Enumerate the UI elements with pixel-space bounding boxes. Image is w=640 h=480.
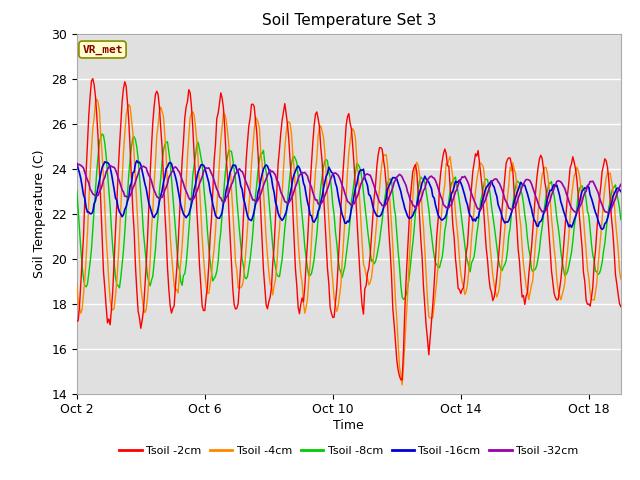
- X-axis label: Time: Time: [333, 419, 364, 432]
- Legend: Tsoil -2cm, Tsoil -4cm, Tsoil -8cm, Tsoil -16cm, Tsoil -32cm: Tsoil -2cm, Tsoil -4cm, Tsoil -8cm, Tsoi…: [115, 441, 583, 460]
- Text: VR_met: VR_met: [82, 44, 123, 55]
- Title: Soil Temperature Set 3: Soil Temperature Set 3: [262, 13, 436, 28]
- Y-axis label: Soil Temperature (C): Soil Temperature (C): [33, 149, 45, 278]
